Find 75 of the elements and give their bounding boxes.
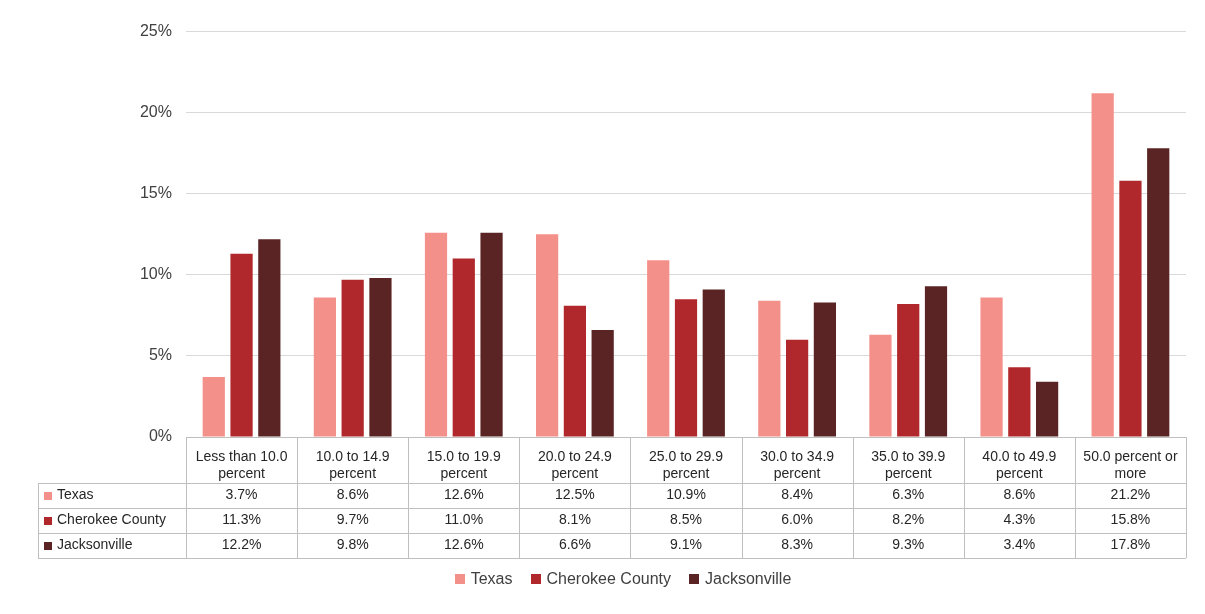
y-tick-label: 15% xyxy=(139,184,172,202)
data-label: 15.8% xyxy=(1110,511,1151,528)
bar xyxy=(786,339,809,437)
data-label: 8.1% xyxy=(558,511,591,528)
data-label: 4.3% xyxy=(1003,511,1036,528)
x-tick-label: 40.0 to 49.9 percent xyxy=(982,448,1057,482)
text: Jacksonville xyxy=(57,536,133,553)
data-label: 12.6% xyxy=(443,486,484,503)
data-label: 6.3% xyxy=(892,486,925,503)
bar xyxy=(702,289,725,437)
bar xyxy=(758,300,781,437)
data-label: 12.6% xyxy=(443,536,484,553)
data-label: 11.3% xyxy=(222,511,261,528)
bar xyxy=(452,258,475,437)
x-tick-label: Less than 10.0 percent xyxy=(195,448,288,482)
bar xyxy=(980,297,1003,437)
bar xyxy=(591,329,614,437)
x-tick-label: 10.0 to 14.9 percent xyxy=(315,448,390,482)
bar xyxy=(1008,367,1031,437)
x-tick-label: 30.0 to 34.9 percent xyxy=(760,448,835,482)
bar xyxy=(813,302,836,437)
bar xyxy=(230,253,253,437)
x-tick-label: 25.0 to 29.9 percent xyxy=(649,448,724,482)
bar xyxy=(647,260,670,437)
data-label: 8.5% xyxy=(670,511,702,528)
bar xyxy=(1091,93,1114,437)
data-label: 9.1% xyxy=(670,536,702,553)
bar xyxy=(341,279,364,437)
bar xyxy=(1036,381,1059,437)
bar xyxy=(369,278,392,437)
data-label: 17.8% xyxy=(1110,536,1151,553)
bar xyxy=(924,286,948,437)
data-label: 3.4% xyxy=(1003,536,1036,553)
text: Cherokee County xyxy=(546,570,672,587)
y-tick-label: 20% xyxy=(139,103,172,121)
data-label: 6.6% xyxy=(558,536,591,553)
x-tick-label: 35.0 to 39.9 percent xyxy=(871,448,946,482)
bar xyxy=(424,232,448,437)
data-label: 6.0% xyxy=(781,511,814,528)
bar xyxy=(536,234,559,437)
data-label: 9.7% xyxy=(336,511,369,528)
bar xyxy=(869,334,892,437)
data-label: 8.6% xyxy=(336,486,369,503)
data-label: 12.5% xyxy=(555,486,595,503)
data-label: 8.3% xyxy=(781,536,814,553)
legend-label: Cherokee County xyxy=(57,511,166,528)
bar xyxy=(1147,148,1170,437)
data-label: 8.6% xyxy=(1003,486,1036,503)
y-tick-label: 10% xyxy=(139,265,172,283)
x-tick-label: 15.0 to 19.9 percent xyxy=(426,448,501,482)
data-label: 8.2% xyxy=(892,511,925,528)
data-label: 9.3% xyxy=(892,536,925,553)
x-tick-label: 20.0 to 24.9 percent xyxy=(537,448,613,482)
bar xyxy=(897,304,920,437)
x-tick-label: 50.0 percent or more xyxy=(1083,448,1178,482)
data-label: 12.2% xyxy=(221,536,262,553)
bar xyxy=(258,239,281,437)
text: Texas xyxy=(470,570,513,587)
legend-label: Jacksonville xyxy=(705,570,792,588)
data-label: 8.4% xyxy=(781,486,814,503)
data-label: 3.7% xyxy=(225,486,258,503)
data-label: 10.9% xyxy=(666,486,706,503)
data-label: 9.8% xyxy=(336,536,369,553)
bar xyxy=(313,297,336,437)
bar xyxy=(202,377,225,437)
y-tick-label: 25% xyxy=(139,22,172,40)
legend-label: Texas xyxy=(57,486,94,503)
y-tick-label: 0% xyxy=(148,427,172,445)
bar xyxy=(1119,180,1142,437)
data-label: 11.0% xyxy=(444,511,484,528)
y-tick-label: 5% xyxy=(148,346,172,364)
bar xyxy=(480,232,503,437)
bar xyxy=(674,299,698,437)
bar xyxy=(563,305,586,437)
data-label: 21.2% xyxy=(1110,486,1151,503)
